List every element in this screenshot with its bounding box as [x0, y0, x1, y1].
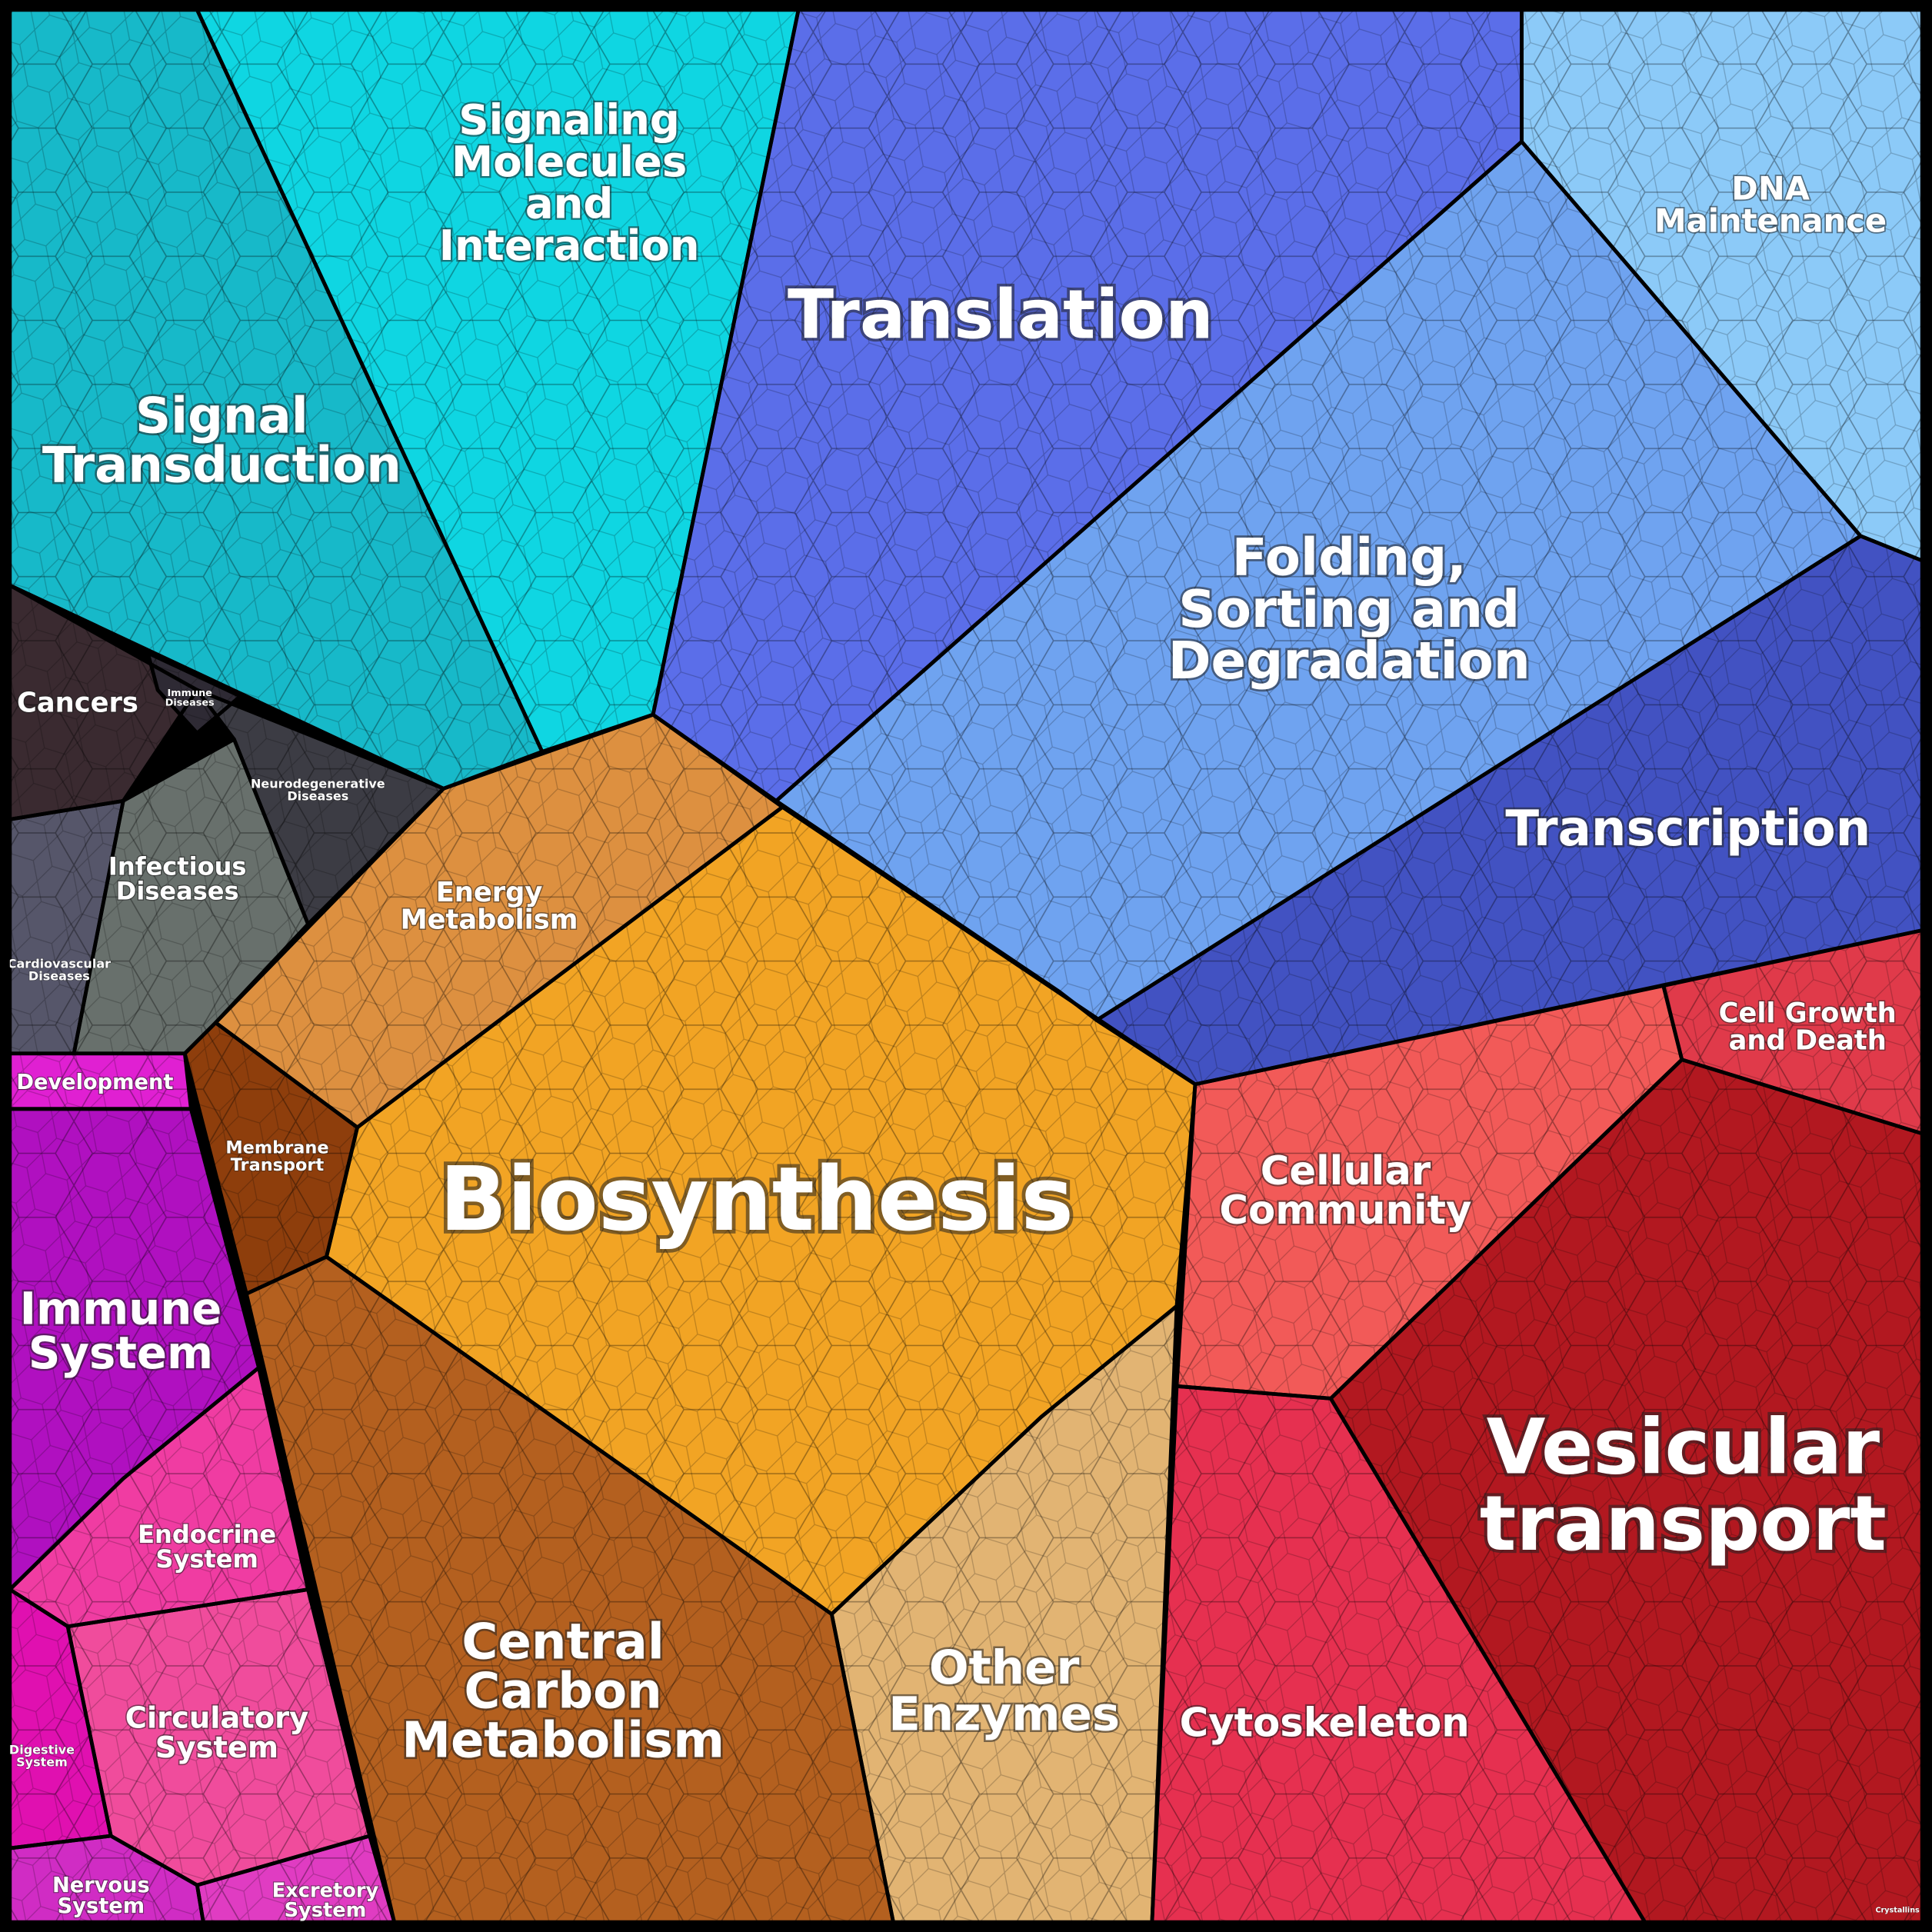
label-line: Transduction [42, 437, 401, 494]
region-label: Endocrine System [138, 1520, 276, 1574]
label-line: System [155, 1730, 278, 1765]
label-line: Vesicular [1487, 1404, 1880, 1492]
label-line: Nervous [52, 1874, 150, 1897]
label-line: Interaction [439, 221, 700, 270]
region-label: Neurodegenerative Diseases [251, 777, 385, 804]
label-line: Diseases [28, 968, 90, 983]
region-label: Cytoskeleton [1180, 1700, 1470, 1747]
label-line: Degradation [1168, 631, 1531, 691]
label-line: System [16, 1755, 68, 1770]
region-label: Vesicular transport [1480, 1404, 1887, 1568]
label-line: Biosynthesis [439, 1148, 1074, 1251]
label-line: Endocrine [138, 1520, 276, 1549]
region-label: Other Enzymes [888, 1641, 1120, 1742]
region-label: Membrane Transport [225, 1138, 328, 1174]
label-line: Maintenance [1654, 202, 1887, 239]
region-label: Excretory System [272, 1880, 379, 1923]
label-line: DNA [1731, 170, 1810, 208]
region-label: Cancers [17, 687, 138, 718]
label-line: and [525, 178, 614, 228]
region-label: Signaling Molecules and Interaction [439, 95, 700, 269]
label-line: Excretory [272, 1880, 379, 1903]
region-label: Immune Diseases [165, 688, 215, 709]
label-line: Membrane [225, 1138, 328, 1158]
label-line: Cell Growth [1719, 998, 1897, 1029]
label-line: Neurodegenerative [251, 777, 385, 791]
label-line: transport [1480, 1480, 1887, 1568]
region-label: Folding, Sorting and Degradation [1168, 528, 1531, 691]
label-line: Development [16, 1071, 173, 1094]
label-line: Diseases [165, 698, 215, 709]
label-line: and Death [1729, 1024, 1887, 1056]
region-label: Immune System [20, 1283, 222, 1380]
label-line: Central [461, 1614, 665, 1671]
label-line: Circulatory [125, 1701, 308, 1736]
region-label: Digestive System [9, 1743, 75, 1770]
region-label: Circulatory System [125, 1701, 308, 1765]
label-line: System [155, 1544, 258, 1574]
label-line: System [285, 1899, 367, 1922]
cell-texture [9, 9, 1923, 1923]
region-label: Translation [788, 275, 1214, 354]
region-label: Transcription [1505, 801, 1870, 858]
region-label: Cellular Community [1219, 1148, 1471, 1234]
label-line: Cytoskeleton [1180, 1700, 1470, 1747]
region-label: Nervous System [52, 1874, 150, 1918]
label-line: Cellular [1261, 1148, 1431, 1194]
label-line: Immune [168, 688, 213, 699]
label-line: Enzymes [888, 1687, 1120, 1742]
label-line: System [58, 1894, 145, 1918]
region-label: Development [16, 1071, 173, 1094]
region-label: Energy Metabolism [401, 877, 578, 935]
label-line: Signal [135, 388, 308, 445]
label-line: Crystallins [1875, 1907, 1920, 1915]
label-line: Cardiovascular [8, 956, 111, 971]
region-border [145, 651, 242, 735]
label-line: Transcription [1505, 801, 1870, 858]
label-line: Carbon [464, 1663, 661, 1720]
region-label: Central Carbon Metabolism [401, 1614, 724, 1769]
label-line: Infectious [108, 851, 247, 881]
label-line: Cancers [17, 687, 138, 718]
label-line: Translation [788, 275, 1214, 354]
region-label: Infectious Diseases [108, 851, 247, 905]
region-label: DNA Maintenance [1654, 170, 1887, 240]
label-line: Diseases [116, 876, 239, 905]
region-label: Cell Growth and Death [1719, 998, 1897, 1056]
label-line: Transport [231, 1155, 325, 1175]
label-line: Molecules [451, 137, 687, 186]
region-label: Cardiovascular Diseases [8, 956, 111, 983]
label-line: Signaling [458, 95, 679, 144]
region-label: Biosynthesis [439, 1148, 1074, 1251]
region-label: Crystallins [1875, 1907, 1920, 1915]
region-label: Signal Transduction [42, 388, 401, 494]
label-line: Community [1219, 1188, 1471, 1234]
label-line: Diseases [287, 789, 348, 804]
label-line: Digestive [9, 1743, 75, 1757]
label-line: Metabolism [401, 904, 578, 935]
label-line: Energy [436, 877, 543, 908]
label-line: Sorting and [1178, 579, 1520, 639]
label-line: Metabolism [401, 1713, 724, 1770]
label-line: Folding, [1232, 528, 1467, 588]
label-line: System [28, 1327, 213, 1379]
label-line: Immune [20, 1283, 222, 1335]
label-line: Other [929, 1641, 1079, 1695]
